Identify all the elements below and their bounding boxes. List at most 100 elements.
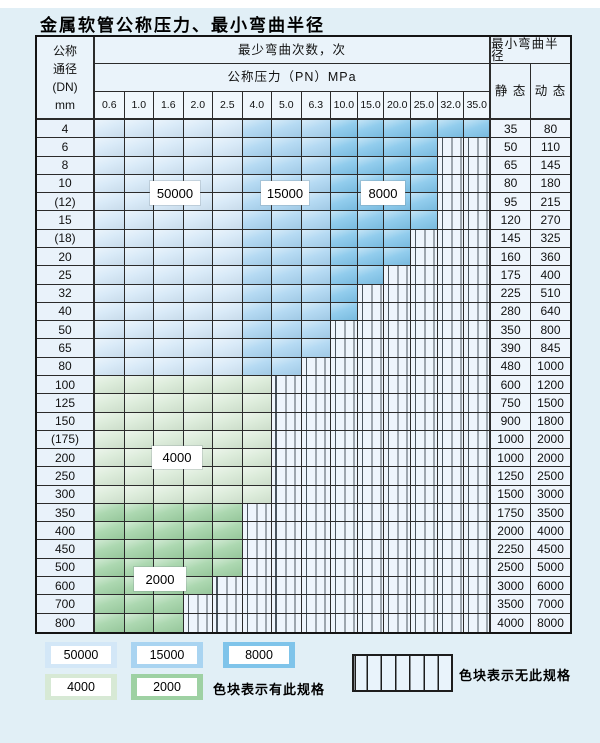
legend-chip-8000: 8000 <box>223 642 295 668</box>
spec-cell-dn250-pn0.6 <box>95 467 125 486</box>
dn-cell-32: 32 <box>37 284 95 303</box>
spec-cell-dn15-pn20.0 <box>384 211 412 230</box>
spec-cell-dn100-pn2.0 <box>183 375 213 395</box>
spec-cell-dn400-pn1.6 <box>154 522 184 541</box>
spec-cell-dn6-pn1.0 <box>124 138 154 157</box>
spec-cell-dn125-pn1.0 <box>124 394 154 413</box>
no-spec-cell-dn25-pn35.0 <box>464 266 492 285</box>
no-spec-cell-dn25-pn32.0 <box>437 266 465 285</box>
no-spec-cell-dn400-pn5.0 <box>272 522 302 541</box>
no-spec-cell-dn150-pn35.0 <box>464 412 492 431</box>
no-spec-cell-dn700-pn20.0 <box>384 595 412 614</box>
dynamic-radius-dn8: 145 <box>531 156 570 175</box>
spec-cell-dn(175)-pn2.0 <box>183 430 213 450</box>
dynamic-radius-dn150: 1800 <box>531 412 570 431</box>
dn-cell-350: 350 <box>37 503 95 523</box>
spec-cell-dn80-pn2.5 <box>213 357 243 376</box>
spec-cell-dn25-pn10.0 <box>331 266 358 285</box>
static-radius-dn65: 390 <box>491 339 532 358</box>
no-spec-cell-dn250-pn25.0 <box>411 467 438 486</box>
no-spec-cell-dn100-pn35.0 <box>464 375 492 395</box>
corner-line: mm <box>55 97 75 112</box>
no-spec-cell-dn100-pn32.0 <box>437 375 465 395</box>
dn-cell-(12): (12) <box>37 193 95 212</box>
no-spec-cell-dn125-pn35.0 <box>464 394 492 413</box>
spec-cell-dn(175)-pn1.6 <box>154 430 184 450</box>
pressure-col-header-6.3: 6.3 <box>301 92 331 120</box>
dynamic-radius-dn15: 270 <box>531 211 570 230</box>
no-spec-cell-dn450-pn35.0 <box>464 540 492 559</box>
no-spec-cell-dn800-pn20.0 <box>384 613 412 632</box>
dn-cell-300: 300 <box>37 485 95 504</box>
static-radius-dn(18): 145 <box>491 229 532 248</box>
spec-cell-dn65-pn2.5 <box>213 339 243 358</box>
no-spec-cell-dn(175)-pn15.0 <box>357 430 385 450</box>
no-spec-cell-dn700-pn2.5 <box>213 595 243 614</box>
no-spec-cell-dn300-pn5.0 <box>272 485 302 504</box>
no-spec-cell-dn(175)-pn35.0 <box>464 430 492 450</box>
dn-cell-40: 40 <box>37 302 95 322</box>
spec-cell-dn20-pn4.0 <box>242 247 272 267</box>
dn-cell-20: 20 <box>37 247 95 267</box>
dn-cell-150: 150 <box>37 412 95 431</box>
spec-cell-dn4-pn5.0 <box>272 120 302 139</box>
spec-cell-dn125-pn1.6 <box>154 394 184 413</box>
no-spec-cell-dn20-pn25.0 <box>411 247 438 267</box>
no-spec-cell-dn350-pn35.0 <box>464 503 492 523</box>
dynamic-radius-dn4: 80 <box>531 120 570 139</box>
corner-line: 通径 <box>52 61 77 76</box>
no-spec-cell-dn800-pn5.0 <box>272 613 302 632</box>
static-radius-dn125: 750 <box>491 394 532 413</box>
no-spec-cell-dn250-pn6.3 <box>301 467 331 486</box>
no-spec-cell-dn10-pn32.0 <box>437 174 465 194</box>
spec-cell-dn700-pn1.6 <box>154 595 184 614</box>
no-spec-cell-dn8-pn35.0 <box>464 156 492 175</box>
no-spec-cell-dn350-pn25.0 <box>411 503 438 523</box>
no-spec-cell-dn125-pn20.0 <box>384 394 412 413</box>
spec-cell-dn800-pn1.0 <box>124 613 154 632</box>
no-spec-cell-dn450-pn5.0 <box>272 540 302 559</box>
no-spec-cell-dn250-pn20.0 <box>384 467 412 486</box>
dn-cell-450: 450 <box>37 540 95 559</box>
spec-cell-dn80-pn0.6 <box>95 357 125 376</box>
spec-cell-dn80-pn2.0 <box>183 357 213 376</box>
no-spec-cell-dn50-pn25.0 <box>411 321 438 340</box>
spec-cell-dn25-pn1.6 <box>154 266 184 285</box>
dn-cell-50: 50 <box>37 321 95 340</box>
spec-cell-dn6-pn6.3 <box>301 138 331 157</box>
spec-cell-dn20-pn2.0 <box>183 247 213 267</box>
spec-cell-dn15-pn5.0 <box>272 211 302 230</box>
no-spec-cell-dn700-pn4.0 <box>242 595 272 614</box>
no-spec-cell-dn125-pn25.0 <box>411 394 438 413</box>
spec-cell-dn40-pn4.0 <box>242 302 272 322</box>
pressure-col-header-1.6: 1.6 <box>154 92 184 120</box>
spec-cell-dn15-pn0.6 <box>95 211 125 230</box>
pressure-header: 公称压力（PN）MPa <box>95 64 492 92</box>
no-spec-cell-dn600-pn35.0 <box>464 577 492 596</box>
spec-cell-dn4-pn32.0 <box>437 120 465 139</box>
dynamic-radius-dn65: 845 <box>531 339 570 358</box>
spec-cell-dn700-pn1.0 <box>124 595 154 614</box>
spec-cell-dn15-pn2.0 <box>183 211 213 230</box>
radius-header: 最小弯曲半径 <box>491 37 570 64</box>
no-spec-cell-dn800-pn2.0 <box>183 613 213 632</box>
dynamic-radius-dn(12): 215 <box>531 193 570 212</box>
dn-cell-8: 8 <box>37 156 95 175</box>
no-spec-cell-dn125-pn10.0 <box>331 394 358 413</box>
spec-cell-dn80-pn5.0 <box>272 357 302 376</box>
spec-cell-dn150-pn2.5 <box>213 412 243 431</box>
dynamic-radius-dn6: 110 <box>531 138 570 157</box>
no-spec-cell-dn350-pn20.0 <box>384 503 412 523</box>
static-radius-dn10: 80 <box>491 174 532 194</box>
pressure-col-header-5.0: 5.0 <box>272 92 302 120</box>
no-spec-cell-dn800-pn4.0 <box>242 613 272 632</box>
static-radius-dn300: 1500 <box>491 485 532 504</box>
spec-cell-dn(12)-pn25.0 <box>411 193 438 212</box>
dn-cell-(18): (18) <box>37 229 95 248</box>
dynamic-radius-dn50: 800 <box>531 321 570 340</box>
spec-cell-dn(18)-pn5.0 <box>272 229 302 248</box>
dynamic-radius-dn700: 7000 <box>531 595 570 614</box>
no-spec-cell-dn500-pn20.0 <box>384 558 412 578</box>
dynamic-radius-dn25: 400 <box>531 266 570 285</box>
no-spec-cell-dn150-pn5.0 <box>272 412 302 431</box>
